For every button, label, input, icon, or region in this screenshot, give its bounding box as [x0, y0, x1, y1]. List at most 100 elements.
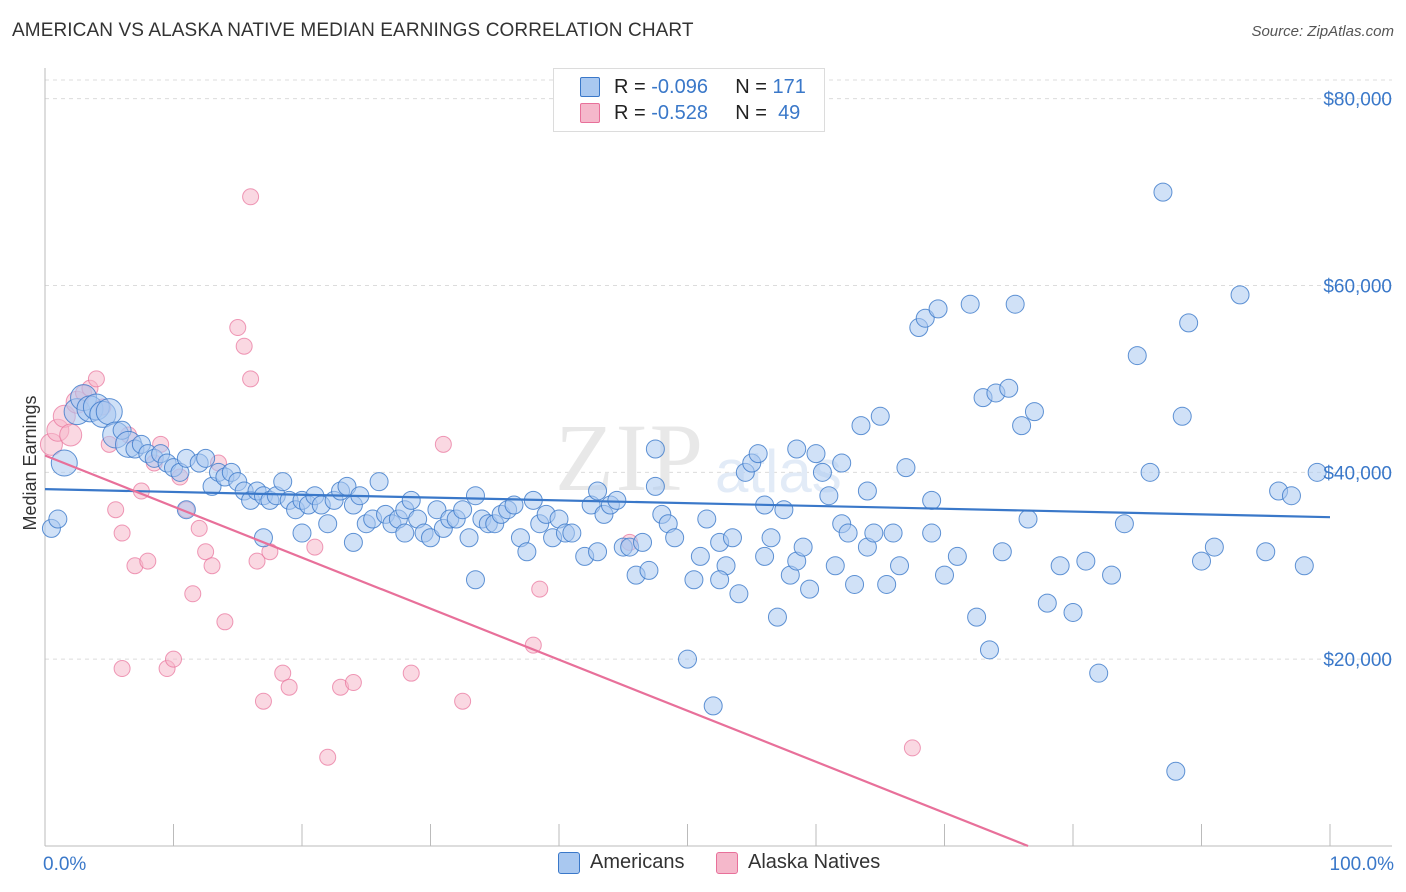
americans-point [967, 607, 987, 627]
alaska-natives-point [254, 692, 272, 710]
alaska-natives-point [242, 370, 260, 388]
americans-point [697, 509, 717, 529]
alaska-natives-point [190, 519, 208, 537]
americans-point [1294, 556, 1314, 576]
americans-point [922, 523, 942, 543]
americans-point [318, 514, 338, 534]
r-label: R = [614, 101, 646, 124]
legend-row-americans: R = -0.096 N = 171 [580, 74, 806, 100]
alaska-natives-trend-line [44, 454, 1029, 848]
americans-legend-label: Americans [590, 851, 685, 873]
alaska-natives-point [242, 188, 260, 206]
americans-point [845, 574, 865, 594]
americans-point [870, 406, 890, 426]
americans-point [832, 453, 852, 473]
americans-point [1172, 406, 1192, 426]
alaska-natives-point [274, 664, 292, 682]
americans-point [883, 523, 903, 543]
alaska-natives-legend-swatch [716, 851, 738, 874]
americans-point [1024, 402, 1044, 422]
americans-point [890, 556, 910, 576]
americans-point [1037, 593, 1057, 613]
n-label: N = [735, 101, 767, 124]
americans-point [999, 378, 1019, 398]
alaska-natives-point [113, 660, 131, 678]
alaska-natives-swatch [580, 103, 600, 123]
americans-point [459, 528, 479, 548]
y-tick-label: $40,000 [1323, 463, 1392, 484]
americans-point [992, 542, 1012, 562]
americans-legend-swatch [558, 851, 580, 874]
svg-text:ZIP: ZIP [555, 404, 705, 511]
americans-point [1153, 182, 1173, 202]
americans-point [915, 308, 935, 328]
legend-item-americans[interactable]: Americans [558, 851, 684, 874]
americans-point [748, 444, 768, 464]
alaska-natives-point [203, 557, 221, 575]
americans-point [1281, 486, 1301, 506]
alaska-natives-point [216, 613, 234, 631]
alaska-natives-point [184, 585, 202, 603]
americans-point [1063, 602, 1083, 622]
americans-point [729, 584, 749, 604]
americans-point [864, 523, 884, 543]
alaska-natives-point [107, 501, 125, 519]
americans-point [645, 439, 665, 459]
americans-point [979, 640, 999, 660]
americans-point [401, 490, 421, 510]
americans-point [684, 570, 704, 590]
americans-point [947, 546, 967, 566]
americans-point [710, 570, 730, 590]
americans-point [774, 500, 794, 520]
alaska-natives-point [306, 538, 324, 556]
alaska-natives-point [531, 580, 549, 598]
alaska-natives-point [87, 370, 105, 388]
americans-point [1230, 285, 1250, 305]
americans-point [645, 476, 665, 496]
americans-point [196, 448, 216, 468]
n-label: N = [735, 75, 767, 98]
americans-point [395, 523, 415, 543]
alaska-natives-point [235, 337, 253, 355]
americans-r-value: -0.096 [651, 75, 708, 98]
trend-lines [44, 454, 1331, 848]
americans-point [639, 560, 659, 580]
americans-point [1012, 416, 1032, 436]
chart-source: Source: ZipAtlas.com [1251, 23, 1394, 40]
americans-point [465, 486, 485, 506]
americans-point [1307, 462, 1327, 482]
alaska-natives-r-value: -0.528 [651, 101, 708, 124]
americans-point [1127, 346, 1147, 366]
americans-point [1050, 556, 1070, 576]
americans-point [806, 444, 826, 464]
americans-point [877, 574, 897, 594]
americans-point [896, 458, 916, 478]
americans-point [755, 546, 775, 566]
x-tick-label: 0.0% [43, 854, 86, 875]
americans-point [819, 486, 839, 506]
americans-point [1114, 514, 1134, 534]
americans-point [960, 294, 980, 314]
americans-point [800, 579, 820, 599]
americans-point [1204, 537, 1224, 557]
americans-trend-line [44, 488, 1331, 519]
americans-point [1179, 313, 1199, 333]
americans-point [588, 542, 608, 562]
americans-swatch [580, 77, 600, 97]
alaska-natives-point [229, 319, 247, 337]
americans-point [1076, 551, 1096, 571]
americans-point [1089, 663, 1109, 683]
y-tick-label: $20,000 [1323, 650, 1392, 671]
americans-point [761, 528, 781, 548]
x-tick-label: 100.0% [1330, 854, 1395, 875]
americans-point [369, 472, 389, 492]
americans-point [928, 299, 948, 319]
americans-point [787, 439, 807, 459]
axes [44, 68, 1392, 847]
legend-item-alaska-natives[interactable]: Alaska Natives [716, 851, 880, 874]
americans-point [421, 528, 440, 548]
americans-point [273, 472, 293, 492]
americans-point [517, 542, 537, 562]
americans-point [48, 509, 68, 529]
americans-point [1256, 542, 1276, 562]
